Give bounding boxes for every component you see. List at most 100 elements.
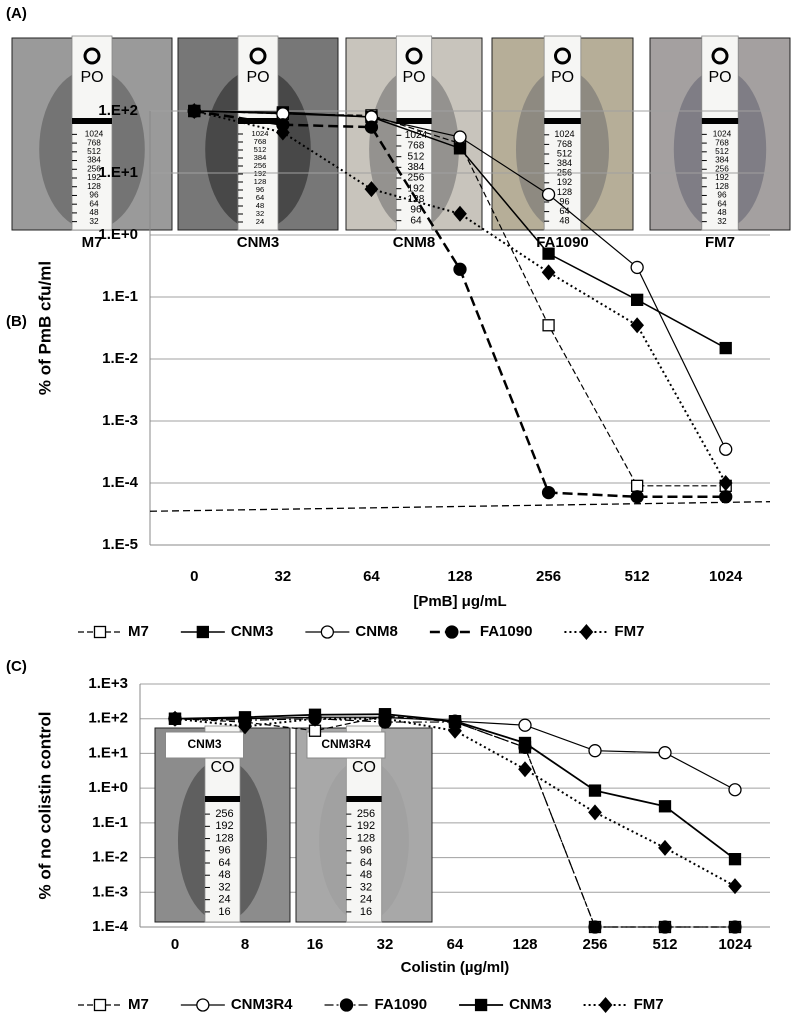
- legend-marker: [445, 625, 459, 639]
- strip-scale-label: 96: [559, 196, 569, 206]
- strip-logo: [554, 47, 571, 65]
- inset-caption-box: [306, 731, 386, 759]
- x-tick-label: 1024: [718, 936, 752, 953]
- y-tick-label: 1.E+2: [98, 102, 138, 119]
- strip-scale-label: 384: [715, 155, 729, 165]
- marker: [93, 625, 107, 639]
- strip-scale-label: 192: [87, 172, 101, 182]
- marker: [658, 800, 672, 813]
- strip-band: [701, 118, 739, 124]
- marker: [474, 998, 488, 1012]
- strip-scale-label: 64: [559, 206, 569, 216]
- x-tick-label: 256: [536, 568, 561, 585]
- marker: [453, 142, 467, 155]
- strip-scale-label: 128: [87, 181, 101, 191]
- y-tick-label: 1.E-4: [102, 474, 139, 491]
- x-tick-label: 256: [582, 936, 607, 953]
- marker: [630, 260, 644, 275]
- marker: [579, 624, 594, 640]
- strip-scale-label: 64: [218, 857, 230, 869]
- marker: [719, 442, 733, 456]
- strip-scale-label: 768: [87, 137, 101, 147]
- marker: [718, 475, 733, 491]
- y-tick-label: 1.E-2: [92, 849, 128, 866]
- marker: [378, 710, 392, 727]
- legend-label: FA1090: [480, 623, 533, 640]
- strip-scale-label: 64: [410, 215, 422, 226]
- marker: [196, 998, 210, 1012]
- strip-scale-label: 64: [89, 198, 99, 208]
- marker: [598, 997, 613, 1013]
- strip-scale-label: 384: [557, 158, 572, 168]
- marker: [542, 319, 555, 332]
- strip: [345, 725, 383, 923]
- marker: [364, 120, 379, 134]
- marker: [588, 744, 602, 758]
- marker: [719, 341, 732, 355]
- strip-scale-label: 768: [254, 137, 267, 146]
- marker: [276, 124, 290, 141]
- marker: [364, 181, 379, 198]
- strip-scale-label: 1024: [713, 129, 732, 139]
- strip-band: [72, 118, 112, 124]
- marker: [308, 724, 322, 737]
- legend-label: FM7: [634, 996, 664, 1013]
- marker: [518, 761, 532, 778]
- strip-scale-label: 32: [256, 209, 264, 218]
- marker: [728, 783, 742, 797]
- inset-caption-box: [165, 731, 244, 759]
- strip-scale-label: 128: [254, 177, 267, 186]
- panel-label: (B): [6, 313, 27, 330]
- strip-scale-label: 48: [360, 869, 372, 881]
- legend-label: CNM8: [355, 623, 398, 640]
- legend-marker: [339, 998, 354, 1012]
- marker: [308, 710, 322, 727]
- strip-scale-label: 24: [360, 894, 372, 906]
- legend-marker: [93, 998, 107, 1012]
- marker: [630, 293, 644, 306]
- marker: [541, 264, 556, 281]
- strip-scale-label: 1024: [405, 130, 428, 141]
- strip-scale-label: 96: [89, 190, 99, 200]
- strip-scale-label: 96: [218, 845, 230, 857]
- strip-scale-label: 512: [254, 145, 267, 154]
- strip-scale-label: 64: [256, 193, 264, 202]
- y-tick-label: 1.E+1: [98, 164, 138, 181]
- strip-scale-label: 96: [256, 185, 264, 194]
- inset-caption: CNM3R4: [321, 737, 371, 751]
- legend-marker: [196, 998, 210, 1012]
- photo-caption: CNM3: [237, 234, 280, 251]
- x-tick-label: 1024: [709, 568, 743, 585]
- marker: [453, 130, 467, 144]
- marker: [518, 718, 532, 732]
- legend-marker: [474, 998, 488, 1012]
- y-tick-label: 1.E+0: [88, 779, 128, 796]
- strip-scale-label: 768: [715, 137, 729, 147]
- marker: [276, 107, 290, 121]
- legend-label: FA1090: [375, 996, 428, 1013]
- y-tick-label: 1.E-1: [92, 814, 128, 831]
- marker: [168, 710, 182, 727]
- marker: [187, 103, 202, 119]
- x-tick-label: 0: [171, 936, 179, 953]
- strip-scale-label: 512: [557, 148, 572, 158]
- strip-label: PO: [402, 69, 425, 86]
- strip-scale-label: 128: [715, 181, 729, 191]
- strip-logo: [711, 47, 729, 65]
- legend-label: CNM3: [231, 623, 274, 640]
- marker: [728, 878, 742, 895]
- photo-caption: M7: [82, 234, 103, 251]
- marker: [658, 746, 672, 760]
- strip-scale-label: 96: [360, 845, 372, 857]
- y-tick-label: 1.E+0: [98, 226, 138, 243]
- x-tick-label: 32: [377, 936, 394, 953]
- marker: [658, 920, 672, 934]
- strip-scale-label: 768: [408, 141, 425, 152]
- strip-scale-label: 48: [218, 869, 230, 881]
- strip-scale-label: 128: [357, 832, 375, 844]
